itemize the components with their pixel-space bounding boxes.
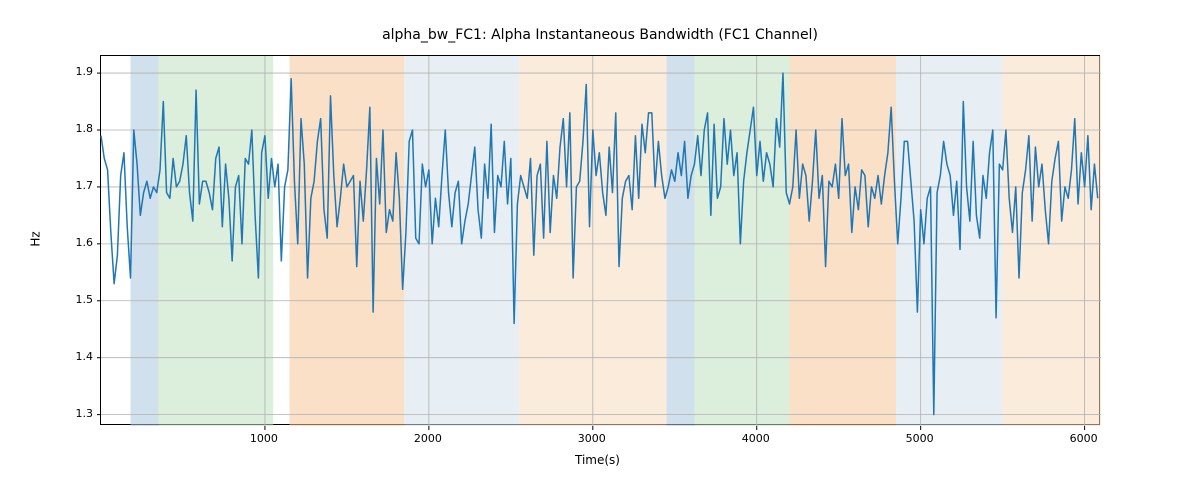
x-tick-label: 6000 xyxy=(1069,432,1099,445)
chart-title: alpha_bw_FC1: Alpha Instantaneous Bandwi… xyxy=(0,27,1200,43)
y-tick-label: 1.9 xyxy=(65,65,93,78)
x-tick-label: 4000 xyxy=(741,432,771,445)
x-axis-label: Time(s) xyxy=(575,453,620,467)
region-band xyxy=(790,56,897,426)
chart-container: alpha_bw_FC1: Alpha Instantaneous Bandwi… xyxy=(0,0,1200,500)
y-tick-label: 1.5 xyxy=(65,293,93,306)
region-band xyxy=(694,56,789,426)
x-tick-label: 3000 xyxy=(577,432,607,445)
y-tick-label: 1.7 xyxy=(65,179,93,192)
x-tick-label: 5000 xyxy=(905,432,935,445)
y-axis-label: Hz xyxy=(29,231,43,246)
x-tick-label: 2000 xyxy=(413,432,443,445)
region-band xyxy=(896,56,1003,426)
region-band xyxy=(667,56,695,426)
plot-area xyxy=(100,55,1100,425)
x-tick-label: 1000 xyxy=(249,432,279,445)
y-tick-label: 1.6 xyxy=(65,236,93,249)
plot-svg xyxy=(101,56,1101,426)
y-tick-label: 1.8 xyxy=(65,122,93,135)
region-band xyxy=(131,56,159,426)
y-tick-label: 1.3 xyxy=(65,407,93,420)
y-tick-label: 1.4 xyxy=(65,350,93,363)
